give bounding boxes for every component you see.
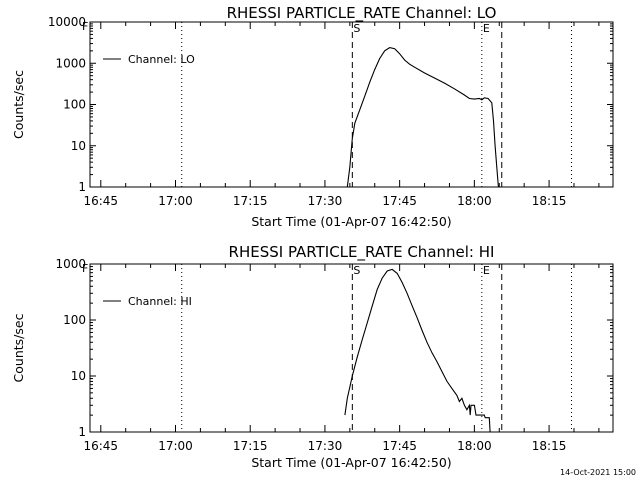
lo-legend-label: Channel: LO <box>128 53 195 66</box>
lo-x-tick-label: 17:00 <box>158 194 193 208</box>
lo-x-tick-label: 18:00 <box>457 194 492 208</box>
lo-marker-label: E <box>483 22 490 35</box>
hi-corner-label: F <box>82 262 88 275</box>
hi-channel-panel: RHESSI PARTICLE_RATE Channel: HI 1 10 100 10… <box>11 243 614 470</box>
lo-plot-frame <box>89 21 614 188</box>
lo-x-tick-label: 17:15 <box>233 194 268 208</box>
hi-x-axis-label: Start Time (01-Apr-07 16:42:50) <box>251 455 451 470</box>
hi-x-tick-label: 17:45 <box>382 439 417 453</box>
lo-y-tick-label: 1000 <box>55 56 86 70</box>
lo-chart-title: RHESSI PARTICLE_RATE Channel: LO <box>227 4 497 23</box>
hi-series-line <box>344 268 491 433</box>
hi-marker-label: E <box>483 264 490 277</box>
footer-timestamp: 14-Oct-2021 15:00 <box>560 468 636 477</box>
hi-y-axis-label: Counts/sec <box>11 313 26 382</box>
lo-y-axis-label: Counts/sec <box>11 70 26 139</box>
hi-x-tick-label: 17:15 <box>233 439 268 453</box>
hi-plot-frame <box>89 263 614 433</box>
lo-x-tick-label: 16:45 <box>83 194 118 208</box>
hi-chart-title: RHESSI PARTICLE_RATE Channel: HI <box>229 243 495 262</box>
hi-x-tick-label: 16:45 <box>83 439 118 453</box>
lo-x-tick-label: 17:30 <box>308 194 343 208</box>
hi-x-tick-label: 18:15 <box>532 439 567 453</box>
lo-y-tick-label: 10000 <box>48 15 86 29</box>
lo-x-axis-label: Start Time (01-Apr-07 16:42:50) <box>251 214 451 229</box>
lo-corner-label: F <box>82 20 88 33</box>
lo-y-tick-label: 1 <box>78 180 86 194</box>
lo-marker-label: S <box>353 22 360 35</box>
lo-series-line <box>346 47 499 188</box>
lo-channel-panel: RHESSI PARTICLE_RATE Channel: LO 1 10 100 10… <box>11 4 614 229</box>
hi-y-tick-label: 1000 <box>55 257 86 271</box>
lo-y-tick-label: 10 <box>71 139 86 153</box>
hi-legend-label: Channel: HI <box>128 295 192 308</box>
lo-x-tick-label: 18:15 <box>532 194 567 208</box>
hi-x-tick-label: 17:00 <box>158 439 193 453</box>
hi-y-tick-label: 100 <box>63 313 86 327</box>
hi-y-tick-label: 1 <box>78 425 86 439</box>
hi-marker-label: S <box>353 264 360 277</box>
hi-x-tick-label: 17:30 <box>308 439 343 453</box>
hi-y-tick-label: 10 <box>71 369 86 383</box>
hi-x-tick-label: 18:00 <box>457 439 492 453</box>
lo-x-tick-label: 17:45 <box>382 194 417 208</box>
lo-y-tick-label: 100 <box>63 98 86 112</box>
